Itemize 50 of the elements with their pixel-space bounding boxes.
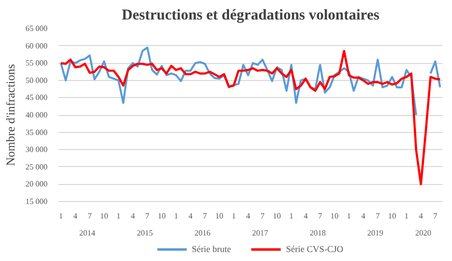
x-tick-label: 4 [130,212,135,220]
x-tick-label: 4 [361,212,366,220]
text: 2018 [310,228,326,238]
y-tick-label: 15 000 [26,197,48,206]
x-tick-label: 1 [116,212,120,220]
x-tick-label: 7 [202,212,207,220]
x-tick-label: 10 [272,212,281,220]
x-tick-label: 7 [145,212,150,220]
x-tick-label: 1 [346,212,351,220]
x-tick-label: 4 [73,212,78,220]
x-tick-label: 7 [260,212,264,220]
x-tick-label: 1 [58,212,63,220]
legend-label: Série brute [192,244,231,254]
y-tick-label: 25 000 [26,162,48,172]
text: 2016 [194,228,210,238]
y-tick-label: 60 000 [26,41,48,50]
y-tick-label: 65 000 [26,24,48,33]
x-tick-label: 10 [158,212,166,220]
text: 2015 [136,228,153,238]
y-tick-label: 55 000 [26,58,48,68]
x-tick-label: 1 [289,212,294,220]
y-tick-label: 35 000 [26,128,48,137]
x-tick-label: 10 [330,212,338,220]
x-tick-label: 10 [215,212,224,220]
x-tick-label: 7 [433,212,438,220]
x-tick-label: 1 [174,212,178,220]
line-series [60,50,442,186]
x-tick-label: 4 [304,212,308,220]
legend-label: Série CVS-CJO [286,244,344,254]
y-tick-label: 20 000 [26,180,48,189]
text: 2020 [415,228,432,238]
x-tick-label: 10 [100,212,108,220]
x-tick-label: 4 [188,212,192,220]
y-axis-title: Nombre d'infractions [4,64,18,166]
y-tick-label: 40 000 [26,110,48,120]
x-tick-label: 10 [388,212,396,220]
chart-title: Destructions et dégradations volontaires [122,8,380,24]
y-tick-label: 50 000 [26,76,48,85]
x-tick-label: 4 [246,212,250,220]
y-tick-label: 45 000 [26,93,48,102]
x-tick-label: 4 [418,212,423,220]
text: 2019 [367,228,384,238]
x-tick-label: 7 [318,212,322,220]
x-tick-label: 1 [404,212,408,220]
x-tick-label: 1 [232,212,236,220]
y-tick-label: 30 000 [26,145,48,154]
text: 2017 [252,228,268,238]
text: 2014 [79,228,96,238]
x-tick-label: 7 [376,212,380,220]
x-tick-label: 7 [88,212,92,220]
